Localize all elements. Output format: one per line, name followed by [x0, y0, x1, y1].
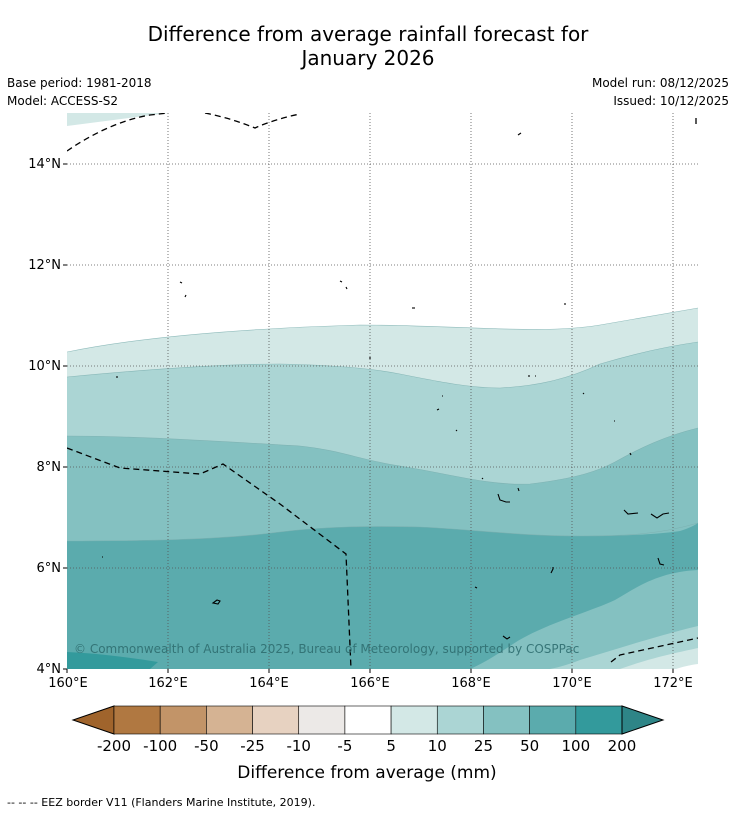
colorbar-segment: [113, 705, 161, 735]
eez-borders: [67, 113, 698, 669]
colorbar-segment: [344, 705, 392, 735]
band-100-200: [67, 652, 158, 669]
colorbar-segment: [436, 705, 484, 735]
colorbar-tick-label: -100: [143, 737, 177, 755]
contour-lines: [67, 307, 698, 542]
gridlines: [67, 113, 698, 669]
base-period: Base period: 1981-2018: [7, 76, 152, 90]
lat-labels: 14°N 12°N 10°N 8°N 6°N 4°N: [28, 157, 61, 677]
lon-label: 172°E: [653, 676, 693, 691]
colorbar-segment: [575, 705, 623, 735]
issued-date: Issued: 10/12/2025: [613, 94, 729, 108]
title-line-1: Difference from average rainfall forecas…: [147, 22, 589, 46]
colorbar-tick-label: 50: [520, 737, 539, 755]
lon-label: 166°E: [350, 676, 390, 691]
lat-label: 8°N: [37, 460, 62, 475]
colorbar-segment: [252, 705, 300, 735]
colorbar: -200 -100 -50 -25 -10 -5 5 10 25 50 100 200 Differe…: [71, 705, 665, 783]
colorbar-tick-labels: -200 -100 -50 -25 -10 -5 5 10 25 50 100 200: [97, 737, 636, 755]
colorbar-label: Difference from average (mm): [237, 763, 496, 783]
lat-label: 4°N: [37, 662, 62, 677]
islands: [102, 132, 670, 640]
lon-label: 170°E: [552, 676, 592, 691]
colorbar-tick-label: 100: [561, 737, 590, 755]
chart-title: Difference from average rainfall forecas…: [0, 22, 736, 70]
lat-label: 6°N: [37, 561, 62, 576]
lon-label: 162°E: [148, 676, 188, 691]
eez-footnote: -- -- -- EEZ border V11 (Flanders Marine…: [7, 796, 316, 809]
model-name: Model: ACCESS-S2: [7, 94, 119, 108]
colorbar-tick-label: -50: [194, 737, 219, 755]
band-5-to-5-bottom: [676, 664, 698, 669]
model-run: Model run: 08/12/2025: [591, 76, 729, 90]
colorbar-tick-label: -5: [337, 737, 352, 755]
axis-ticks: [63, 163, 674, 673]
lat-label: 12°N: [28, 258, 61, 273]
colorbar-tick-label: 10: [428, 737, 447, 755]
copyright-text: © Commonwealth of Australia 2025, Bureau…: [74, 642, 579, 656]
colorbar-tick-label: 25: [474, 737, 493, 755]
title-line-2: January 2026: [301, 46, 435, 70]
colorbar-segment: [159, 705, 207, 735]
lat-label: 10°N: [28, 359, 61, 374]
rainfall-contours: [67, 113, 698, 669]
colorbar-segment: [483, 705, 530, 735]
colorbar-tick-label: 5: [386, 737, 396, 755]
colorbar-extend-high: [621, 705, 665, 735]
colorbar-segments: [71, 705, 665, 735]
colorbar-segment: [298, 705, 346, 735]
colorbar-tick-label: -10: [286, 737, 311, 755]
colorbar-tick-label: -200: [97, 737, 131, 755]
lon-label: 168°E: [451, 676, 491, 691]
meta-left: Base period: 1981-2018 Model: ACCESS-S2: [7, 74, 152, 110]
colorbar-tick-label: -25: [240, 737, 265, 755]
lon-labels: 160°E 162°E 164°E 166°E 168°E 170°E 172°…: [48, 676, 693, 691]
colorbar-extend-low: [71, 705, 115, 735]
colorbar-segment: [206, 705, 253, 735]
colorbar-tick-label: 200: [608, 737, 637, 755]
lon-label: 164°E: [249, 676, 289, 691]
colorbar-segment: [390, 705, 438, 735]
meta-right: Model run: 08/12/2025 Issued: 10/12/2025: [592, 74, 729, 110]
colorbar-segment: [529, 705, 577, 735]
lon-label: 160°E: [48, 676, 88, 691]
band-5-10-bottom: [620, 648, 698, 669]
lat-label: 14°N: [28, 157, 61, 172]
